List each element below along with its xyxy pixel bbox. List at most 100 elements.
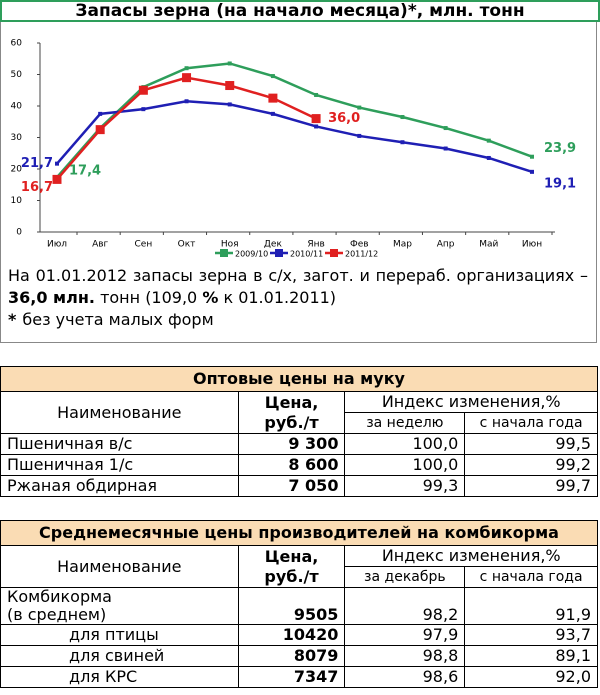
legend-marker	[330, 249, 338, 257]
table-cell: Наименование	[0, 391, 239, 434]
table-cell: 89,1	[464, 645, 598, 667]
table-cell: 9 300	[237, 433, 346, 455]
point	[52, 174, 62, 184]
point	[314, 124, 319, 129]
legend-label: 2011/12	[345, 250, 378, 259]
point	[486, 155, 491, 160]
point	[357, 105, 362, 110]
table-cell: 8 600	[237, 454, 346, 476]
table-row: Наименование Цена, руб./т Индекс изменения…	[0, 391, 598, 434]
table-cell: для КРС	[0, 666, 239, 688]
table-cell: 98,6	[344, 666, 466, 688]
legend-marker	[275, 249, 283, 257]
table-row: Среднемесячные цены производителей на ко…	[0, 520, 598, 546]
note-text: к 01.01.2011)	[218, 288, 337, 307]
y-tick-label: 0	[16, 228, 22, 238]
table-cell: Пшеничная 1/с	[0, 454, 239, 476]
point	[138, 85, 148, 95]
point	[530, 154, 534, 159]
table-cell: 7 050	[237, 475, 346, 497]
table-cell: 8079	[237, 645, 346, 667]
table-cell: 93,7	[464, 624, 598, 646]
legend-label: 2010/11	[290, 250, 323, 259]
y-tick-label: 30	[11, 133, 23, 143]
x-tick-label: Ноя	[221, 240, 239, 250]
x-tick-label: Июн	[522, 240, 542, 250]
x-tick-label: Янв	[307, 240, 324, 250]
note-text: На 01.01.2012 запасы зерна в с/х, загот.…	[8, 266, 588, 285]
point	[225, 81, 235, 91]
table-cell: Пшеничная в/с	[0, 433, 239, 455]
y-tick-label: 10	[11, 196, 23, 206]
table-cell: 98,2	[344, 587, 466, 625]
value-label: 19,1	[544, 176, 576, 191]
x-tick-label: Май	[479, 240, 498, 250]
table-cell: Ржаная обдирная	[0, 475, 239, 497]
table-row: Комбикорма (в среднем) 9505 98,2 91,9	[0, 587, 598, 625]
table-cell: 98,8	[344, 645, 466, 667]
point	[530, 169, 534, 174]
point	[486, 138, 491, 143]
point	[227, 102, 232, 107]
table-cell: 10420	[237, 624, 346, 646]
table-cell: Индекс изменения,%	[344, 391, 598, 413]
price-table: Оптовые цены на муку Наименование Цена, ру…	[0, 366, 598, 497]
table-cell: 91,9	[464, 587, 598, 625]
value-label: 23,9	[544, 141, 576, 156]
table-cell: Цена, руб./т	[237, 391, 346, 434]
x-tick-label: Фев	[350, 240, 369, 250]
point	[55, 161, 59, 166]
value-label: 16,7	[21, 180, 53, 195]
point	[227, 61, 232, 66]
point	[184, 99, 189, 104]
table-row: за неделю с начала года	[1, 412, 598, 434]
table-cell: для птицы	[0, 624, 239, 646]
x-tick-label: Сен	[135, 240, 153, 250]
table-cell: 99,7	[464, 475, 598, 497]
x-tick-label: Авг	[92, 240, 108, 250]
point	[357, 133, 362, 138]
legend-marker	[220, 249, 228, 257]
table-row: для КРС 7347 98,6 92,0	[0, 666, 598, 688]
table-row: Ржаная обдирная 7 050 99,3 99,7	[0, 475, 598, 497]
value-label: 21,7	[21, 156, 53, 171]
point	[98, 111, 103, 116]
table-cell: с начала года	[464, 412, 598, 434]
series-line	[56, 100, 533, 174]
chart-title: Запасы зерна (на начало месяца)*, млн. т…	[0, 0, 600, 22]
table-cell: 7347	[237, 666, 346, 688]
table-row: Пшеничная 1/с 8 600 100,0 99,2	[0, 454, 598, 476]
x-tick-label: Апр	[437, 240, 455, 250]
table-cell: с начала года	[464, 566, 598, 588]
table-cell: 100,0	[344, 433, 466, 455]
note: На 01.01.2012 запасы зерна в с/х, загот.…	[8, 265, 588, 331]
point	[311, 114, 321, 124]
chart: 0 10 20 30 40 50 60 Июл Авг Сен Окт Ноя Дек Янв Фев Мар…	[11, 39, 577, 259]
table-cell: 97,9	[344, 624, 466, 646]
table-cell: за неделю	[344, 412, 466, 434]
y-tick-label: 20	[11, 165, 23, 175]
note-text: 36,0 млн.	[8, 288, 95, 307]
note-text: тонн (109,0	[94, 288, 203, 307]
table-cell: 9505	[237, 587, 346, 625]
x-tick-label: Окт	[178, 240, 196, 250]
point	[443, 126, 448, 131]
point	[400, 115, 405, 120]
point	[400, 140, 405, 145]
footnote-text: без учета малых форм	[22, 310, 214, 329]
x-tick-label: Мар	[393, 240, 412, 250]
x-tick-label: Июл	[47, 240, 67, 250]
table-cell: Среднемесячные цены производителей на ко…	[0, 520, 598, 546]
point	[443, 146, 448, 151]
y-tick-label: 50	[11, 70, 23, 80]
table-row: Пшеничная в/с 9 300 100,0 99,5	[0, 433, 598, 455]
table-row: Оптовые цены на муку	[0, 366, 598, 392]
table-cell: Цена, руб./т	[237, 545, 346, 588]
table-cell: 99,2	[464, 454, 598, 476]
footnote-star: *	[8, 310, 17, 329]
table-row: для свиней 8079 98,8 89,1	[0, 645, 598, 667]
table-cell: 100,0	[344, 454, 466, 476]
x-tick-label: Дек	[264, 240, 283, 250]
value-label: 36,0	[328, 111, 360, 126]
table-cell: 99,5	[464, 433, 598, 455]
